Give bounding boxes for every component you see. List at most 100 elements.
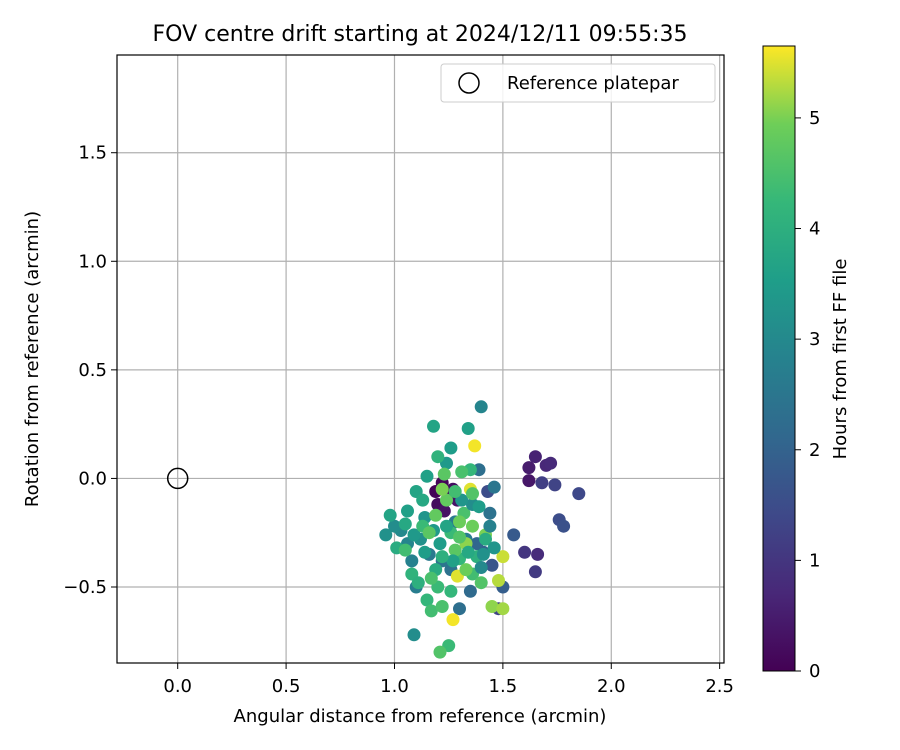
- plot-frame: [116, 54, 725, 664]
- data-point: [522, 461, 536, 475]
- data-point: [455, 465, 469, 479]
- data-point: [453, 530, 466, 544]
- data-point: [468, 439, 482, 453]
- colorbar-gradient: [762, 45, 796, 672]
- x-axis-label: Angular distance from reference (arcmin): [234, 706, 607, 727]
- data-point: [544, 456, 558, 470]
- data-point: [557, 519, 571, 533]
- legend-marker-icon: [458, 72, 480, 94]
- data-point: [476, 547, 490, 561]
- data-point: [492, 574, 505, 587]
- data-point: [424, 604, 438, 618]
- data-point: [431, 450, 445, 464]
- data-point: [448, 485, 462, 498]
- x-axis-ticks: 0.0 0.5 1.0 1.5 2.0 2.5: [163, 663, 734, 697]
- data-point: [535, 476, 549, 490]
- data-point: [446, 613, 460, 627]
- data-point: [459, 563, 473, 577]
- y-tick-label: 0.0: [78, 468, 107, 489]
- data-point: [444, 584, 458, 598]
- colorbar-label: Hours from first FF file: [830, 259, 851, 460]
- data-point: [483, 506, 497, 520]
- data-point: [433, 645, 447, 659]
- data-point: [424, 571, 438, 585]
- data-point: [485, 600, 499, 613]
- data-point: [440, 493, 453, 507]
- data-point: [401, 504, 414, 518]
- data-point: [474, 561, 488, 574]
- data-point: [407, 528, 421, 542]
- data-point: [422, 526, 436, 540]
- colorbar-ticks: 0 1 2 3 4 5: [795, 108, 820, 682]
- data-point: [572, 487, 586, 501]
- colorbar-tick-label: 1: [809, 550, 820, 571]
- legend-entry-reference: Reference platepar: [507, 73, 679, 94]
- colorbar-tick-label: 4: [809, 219, 820, 240]
- x-tick-label: 2.0: [597, 676, 626, 697]
- data-point: [446, 554, 460, 568]
- data-point: [427, 419, 440, 433]
- data-point: [437, 467, 451, 481]
- data-point: [466, 487, 479, 501]
- chart-title: FOV centre drift starting at 2024/12/11 …: [153, 22, 688, 47]
- data-point: [398, 543, 412, 557]
- data-point: [487, 480, 501, 494]
- data-point: [531, 547, 545, 561]
- grid: [117, 55, 724, 663]
- legend: Reference platepar: [440, 63, 716, 103]
- y-tick-label: 1.5: [78, 143, 107, 164]
- colorbar-tick-label: 2: [809, 440, 820, 461]
- data-point: [416, 493, 430, 507]
- scatter-points: [379, 400, 586, 659]
- data-point: [420, 593, 434, 607]
- x-tick-label: 0.5: [272, 676, 301, 697]
- data-point: [435, 600, 449, 613]
- data-point: [411, 576, 425, 590]
- colorbar: 0 1 2 3 4 5 Hours from first FF file: [762, 45, 851, 682]
- y-axis-label: Rotation from reference (arcmin): [22, 211, 43, 507]
- data-point: [487, 541, 501, 555]
- data-point: [479, 532, 492, 546]
- data-point: [453, 602, 466, 616]
- y-tick-label: −0.5: [63, 577, 107, 598]
- colorbar-tick-label: 3: [809, 329, 820, 350]
- data-point: [528, 565, 542, 579]
- data-point: [398, 517, 412, 531]
- data-point: [388, 519, 401, 533]
- data-point: [461, 545, 475, 559]
- y-tick-label: 0.5: [78, 360, 107, 381]
- data-point: [461, 422, 475, 435]
- data-point: [435, 550, 449, 564]
- x-tick-label: 1.5: [489, 676, 518, 697]
- data-point: [453, 515, 466, 529]
- data-point: [463, 584, 477, 598]
- data-point: [420, 469, 434, 483]
- data-point: [485, 558, 499, 572]
- colorbar-tick-label: 5: [809, 108, 820, 129]
- data-point: [448, 543, 462, 557]
- colorbar-tick-label: 0: [809, 661, 820, 682]
- data-point: [507, 528, 521, 542]
- x-tick-label: 0.0: [163, 676, 192, 697]
- x-tick-label: 1.0: [380, 676, 409, 697]
- data-point: [440, 519, 453, 533]
- data-point: [405, 554, 419, 568]
- reference-platepar-marker: [166, 467, 189, 490]
- data-point: [496, 550, 510, 564]
- x-tick-label: 2.5: [705, 676, 734, 697]
- data-point: [528, 450, 542, 464]
- data-point: [522, 474, 536, 488]
- data-point: [466, 519, 479, 533]
- data-point: [472, 500, 486, 514]
- data-point: [435, 482, 449, 496]
- data-point: [496, 602, 510, 616]
- data-point: [518, 545, 532, 559]
- legend-box: [440, 63, 716, 103]
- data-point: [433, 537, 447, 551]
- reference-marker-layer: [166, 467, 189, 490]
- y-axis-ticks: −0.5 0.0 0.5 1.0 1.5: [63, 143, 117, 598]
- data-point: [383, 508, 397, 522]
- data-point: [483, 519, 497, 533]
- data-point: [429, 508, 443, 522]
